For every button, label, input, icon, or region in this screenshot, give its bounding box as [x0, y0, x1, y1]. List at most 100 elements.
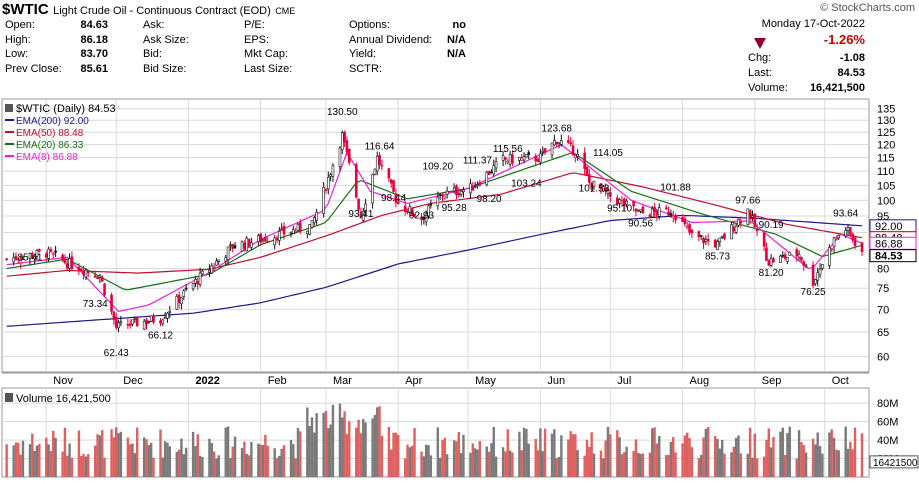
volume-bar — [101, 430, 104, 477]
annotation-label: 66.12 — [148, 331, 173, 342]
price-bar-body — [795, 249, 799, 257]
last-label: Last: — [748, 67, 772, 79]
left-label-0: Open: — [5, 19, 35, 31]
annotation-label: 76.25 — [801, 287, 826, 298]
price-bar-body — [54, 250, 57, 253]
volume-bar — [128, 444, 132, 477]
volume-bar — [35, 445, 39, 477]
price-chart-title: $WTIC (Daily) 84.53 — [16, 103, 116, 115]
price-bar-body — [851, 233, 854, 241]
y-tick-label: 130 — [877, 115, 895, 127]
price-bar-body — [543, 148, 547, 153]
price-bar-body — [620, 200, 624, 203]
volume-bar — [508, 450, 512, 477]
volume-bar — [767, 428, 770, 477]
y-tick-label: 135 — [877, 104, 895, 116]
price-bar-body — [737, 218, 740, 226]
price-bar-body — [457, 192, 461, 196]
volume-bar — [359, 433, 363, 477]
price-bar-body — [338, 147, 342, 167]
volume-bar — [201, 456, 204, 477]
volume-bar — [175, 451, 178, 477]
volume-bar — [569, 431, 572, 477]
price-bar-body — [33, 255, 36, 260]
price-bar-body — [147, 321, 151, 323]
mid3-label-0: Options: — [349, 19, 390, 31]
volume-bar — [87, 454, 90, 477]
volume-bar — [429, 455, 433, 477]
volume-bar — [210, 442, 213, 477]
price-bar-body — [278, 230, 281, 241]
price-bar-body — [240, 241, 244, 252]
price-bar-body — [126, 324, 130, 326]
price-bar-body — [571, 145, 575, 155]
volume-bar — [471, 443, 474, 477]
price-bar-body — [308, 224, 311, 235]
price-bar-body — [282, 226, 286, 235]
left-label-1: High: — [5, 33, 31, 46]
volume-bar — [669, 441, 673, 477]
volume-bar — [653, 427, 656, 477]
price-bar-body — [716, 240, 719, 250]
volume-bar — [66, 455, 69, 477]
price-bar-body — [114, 316, 118, 328]
price-bar-body — [233, 245, 237, 249]
volume-bar — [616, 430, 619, 477]
volume-label: Volume: — [748, 82, 788, 94]
volume-bar — [637, 452, 640, 477]
price-bar-body — [769, 258, 773, 266]
price-bar-body — [387, 168, 391, 179]
volume-bar — [821, 453, 824, 477]
volume-bars-icon — [5, 393, 13, 402]
price-bar-body — [553, 140, 556, 146]
price-bar-body — [534, 155, 538, 162]
price-bar-body — [373, 168, 377, 175]
price-bar-body — [361, 211, 365, 221]
volume-bar — [131, 443, 134, 477]
price-bar-body — [690, 229, 694, 234]
volume-bar — [713, 436, 717, 477]
instrument-name: Light Crude Oil - Continuous Contract (E… — [53, 5, 271, 17]
volume-bar — [70, 457, 74, 477]
grid — [1, 98, 870, 478]
volume-bar — [485, 446, 488, 477]
volume-bar — [541, 451, 544, 477]
price-bar-body — [492, 165, 496, 175]
volume-bar — [445, 454, 449, 477]
annotation-label: 85.41 — [17, 253, 42, 264]
volume-bar — [145, 439, 148, 477]
volume-bar — [362, 419, 365, 477]
price-bar-body — [702, 237, 705, 244]
volume-bar — [96, 434, 99, 477]
price-bar-body — [476, 184, 479, 187]
volume-bar — [520, 450, 523, 477]
price-bar-body — [786, 256, 789, 262]
volume-bar — [45, 437, 48, 477]
price-bar-body — [313, 217, 316, 223]
annotation-label: 81.20 — [759, 268, 784, 279]
price-bar-body — [748, 210, 752, 220]
symbol-title: $WTIC Light Crude Oil - Continuous Contr… — [2, 1, 295, 18]
volume-bar — [341, 417, 344, 477]
stockcharts-logo[interactable]: © StockCharts.com — [820, 2, 915, 14]
price-bar-body — [664, 207, 668, 210]
price-bar-body — [844, 230, 847, 237]
volume-bar — [590, 432, 593, 477]
price-bar-body — [215, 260, 218, 266]
price-bar-body — [699, 235, 703, 237]
volume-bar — [191, 431, 195, 477]
price-bar-body — [734, 225, 738, 233]
volume-bar — [539, 428, 542, 477]
left-label-3: Prev Close: — [5, 62, 62, 75]
volume-bar — [376, 407, 379, 477]
annotation-label: 103.24 — [511, 179, 542, 190]
volume-bar — [229, 457, 232, 477]
price-bar-body — [257, 235, 260, 242]
volume-bar — [501, 447, 505, 477]
price-bar-body — [592, 180, 596, 187]
quote-date: Monday 17-Oct-2022 — [761, 18, 865, 30]
price-bar-body — [17, 258, 20, 261]
price-bar-body — [706, 238, 710, 242]
volume-bar — [583, 455, 586, 477]
